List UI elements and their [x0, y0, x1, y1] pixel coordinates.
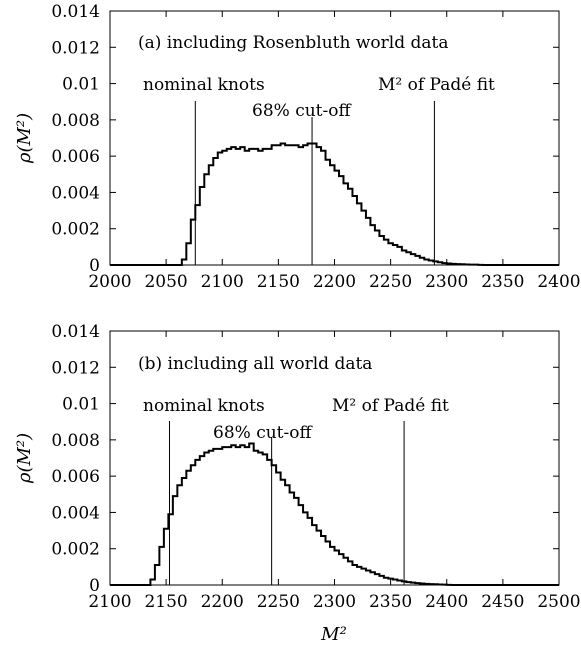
x-tick-label: 2400 — [537, 272, 580, 292]
x-tick-label: 2250 — [369, 272, 412, 292]
x-tick-label: 2200 — [201, 592, 244, 612]
histogram-b — [110, 443, 559, 585]
x-tick-label: 2100 — [201, 272, 244, 292]
panel-label-a: (a) including Rosenbluth world data — [138, 33, 449, 53]
annotation-nominal-knots-a: nominal knots — [143, 75, 265, 95]
x-tick-label: 2200 — [313, 272, 356, 292]
y-tick-label: 0.002 — [51, 540, 100, 560]
annotation-pade-a: M² of Padé fit — [378, 75, 495, 95]
annotation-nominal-knots-b: nominal knots — [143, 396, 265, 416]
x-tick-label: 2500 — [537, 592, 580, 612]
y-tick-label: 0.004 — [51, 503, 100, 523]
x-tick-label: 2350 — [369, 592, 412, 612]
y-tick-label: 0.006 — [51, 467, 100, 487]
annotation-pade-b: M² of Padé fit — [332, 396, 449, 416]
x-tick-label: 2250 — [257, 592, 300, 612]
x-tick-label: 2300 — [425, 272, 468, 292]
y-tick-label: 0.014 — [51, 322, 100, 342]
annotation-cutoff-a: 68% cut-off — [252, 101, 352, 121]
x-tick-label: 2350 — [481, 272, 524, 292]
x-tick-label: 2150 — [257, 272, 300, 292]
y-tick-label: 0.008 — [51, 431, 100, 451]
x-tick-label: 2000 — [88, 272, 131, 292]
x-tick-label: 2150 — [144, 592, 187, 612]
y-tick-label: 0.008 — [51, 111, 100, 131]
annotation-cutoff-b: 68% cut-off — [213, 423, 313, 443]
y-axis-label-b: ρ(M²) — [14, 433, 35, 484]
histogram-a — [110, 143, 559, 265]
y-tick-label: 0.004 — [51, 183, 100, 203]
x-tick-label: 2300 — [313, 592, 356, 612]
y-tick-label: 0.012 — [51, 358, 100, 378]
y-tick-label: 0.002 — [51, 220, 100, 240]
y-tick-label: 0.006 — [51, 147, 100, 167]
y-axis-label-a: ρ(M²) — [14, 113, 35, 164]
x-tick-label: 2400 — [425, 592, 468, 612]
x-tick-label: 2050 — [144, 272, 187, 292]
y-tick-label: 0.014 — [51, 2, 100, 22]
y-tick-label: 0.01 — [62, 395, 100, 415]
x-tick-label: 2100 — [88, 592, 131, 612]
x-tick-label: 2450 — [481, 592, 524, 612]
y-tick-label: 0.012 — [51, 38, 100, 58]
panel-label-b: (b) including all world data — [138, 354, 372, 374]
x-axis-label-b: M² — [320, 624, 347, 645]
y-tick-label: 0.01 — [62, 75, 100, 95]
